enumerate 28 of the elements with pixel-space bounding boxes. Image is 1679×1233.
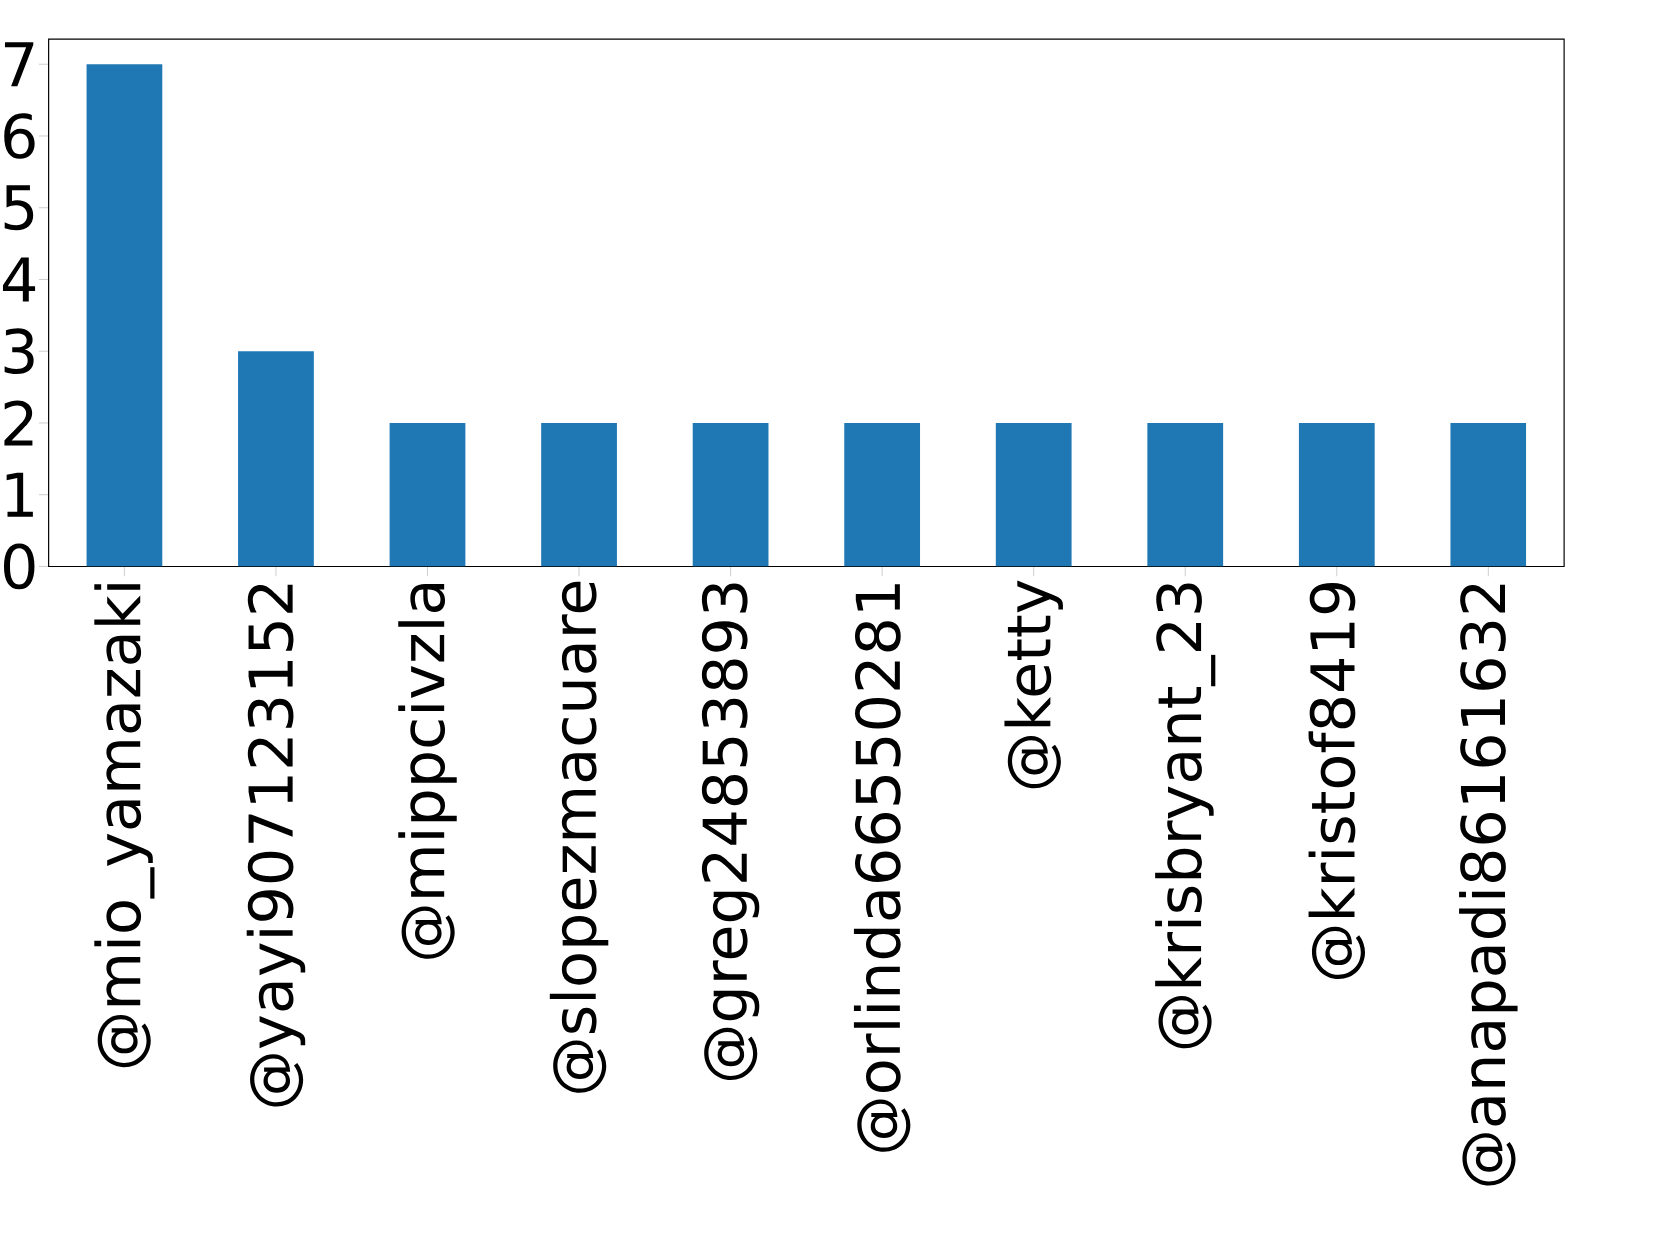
x-tick-label: @yayi907123152 xyxy=(246,584,306,1107)
bar xyxy=(692,423,769,567)
x-tick-label: @slopezmacuare xyxy=(549,581,609,1093)
y-tick-label: 4 xyxy=(2,257,36,302)
y-tick-label: 1 xyxy=(6,472,33,517)
y-tick-label: 0 xyxy=(3,543,35,590)
bar xyxy=(389,423,466,567)
bar xyxy=(1450,423,1527,567)
bar xyxy=(238,351,314,567)
x-tick-label: @mippcivzla xyxy=(398,584,457,959)
y-tick-label: 6 xyxy=(4,113,35,159)
bar xyxy=(844,423,921,567)
bar xyxy=(995,423,1072,567)
x-tick-label: @anapadi86161632 xyxy=(1459,584,1518,1186)
x-tick-label: @greg24853893 xyxy=(701,583,760,1081)
y-tick-label: 3 xyxy=(4,328,34,375)
y-tick-label: 5 xyxy=(4,185,34,231)
x-tick-label: @ketty xyxy=(1004,580,1063,789)
bar xyxy=(86,64,163,567)
bar xyxy=(541,423,617,567)
x-tick-label: @krisbryant_23 xyxy=(1155,583,1216,1049)
y-tick-label: 7 xyxy=(4,42,34,87)
y-tick-label: 2 xyxy=(4,400,33,446)
bar xyxy=(1298,423,1375,567)
bar xyxy=(1147,423,1224,567)
x-tick-label: @kristof8419 xyxy=(1308,583,1366,980)
x-tick-label: @orlinda66550281 xyxy=(853,584,911,1152)
x-tick-label: @mio_yamazaki xyxy=(94,584,155,1068)
